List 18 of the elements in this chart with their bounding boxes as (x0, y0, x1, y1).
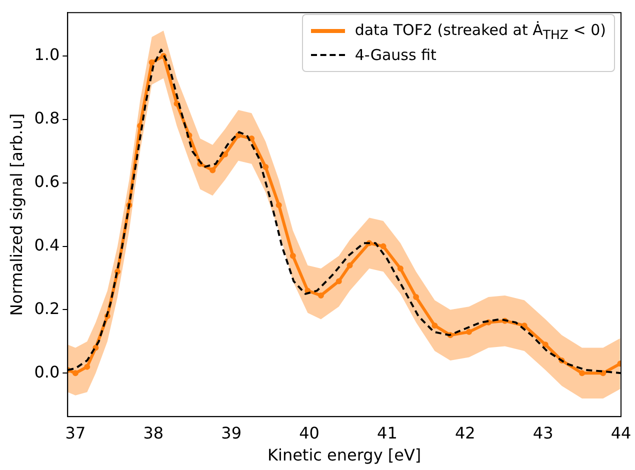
y-tick-label: 0.4 (34, 235, 60, 254)
x-tick-label: 38 (143, 423, 164, 442)
legend-label: data TOF2 (streaked at Ȧ$_{THZ}$ < 0) (354, 20, 606, 42)
x-tick-label: 42 (454, 423, 476, 442)
legend-label: 4-Gauss fit (354, 46, 436, 64)
x-tick-label: 43 (532, 423, 554, 442)
y-tick-label: 0.0 (34, 362, 60, 382)
x-tick-label: 37 (65, 423, 86, 442)
y-axis-title: Normalized signal [arb.u] (6, 113, 26, 316)
x-tick-label: 39 (221, 423, 242, 442)
y-tick-label: 0.2 (34, 298, 60, 318)
y-tick-label: 1.0 (34, 45, 60, 64)
y-tick-label: 0.6 (34, 172, 60, 192)
x-tick-label: 41 (377, 423, 398, 442)
x-tick-label: 40 (299, 423, 320, 442)
x-axis-title: Kinetic energy [eV] (268, 446, 422, 465)
y-tick-label: 0.8 (34, 108, 60, 128)
x-tick-label: 44 (610, 423, 632, 442)
